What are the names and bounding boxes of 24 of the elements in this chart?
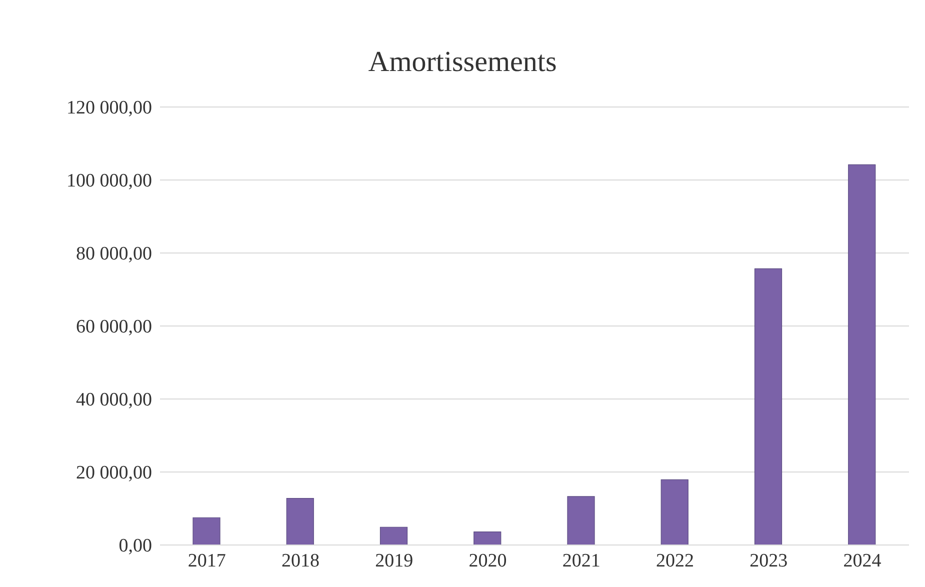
y-tick-label: 100 000,00 [66,170,152,192]
bar [380,526,408,545]
bar [286,498,314,545]
x-tick-label: 2021 [562,550,600,572]
chart-title: Amortissements [367,46,558,79]
bar [192,517,220,545]
y-tick-label: 60 000,00 [76,316,152,338]
x-tick-label: 2023 [750,550,788,572]
bar [660,479,688,545]
y-tick-label: 120 000,00 [66,98,152,119]
bar [848,164,876,545]
x-tick-label: 2020 [468,550,507,572]
y-tick-label: 0,00 [118,536,152,557]
y-tick-label: 80 000,00 [76,244,152,265]
bar [474,532,502,545]
x-tick-label: 2022 [656,550,694,572]
x-tick-label: 2019 [375,550,414,572]
x-tick-label: 2024 [843,550,882,572]
y-tick-label: 20 000,00 [76,462,152,484]
bar [567,496,595,545]
x-tick-label: 2017 [188,550,226,572]
bar [754,268,782,545]
x-tick-label: 2018 [281,550,320,572]
y-tick-label: 40 000,00 [76,390,152,411]
